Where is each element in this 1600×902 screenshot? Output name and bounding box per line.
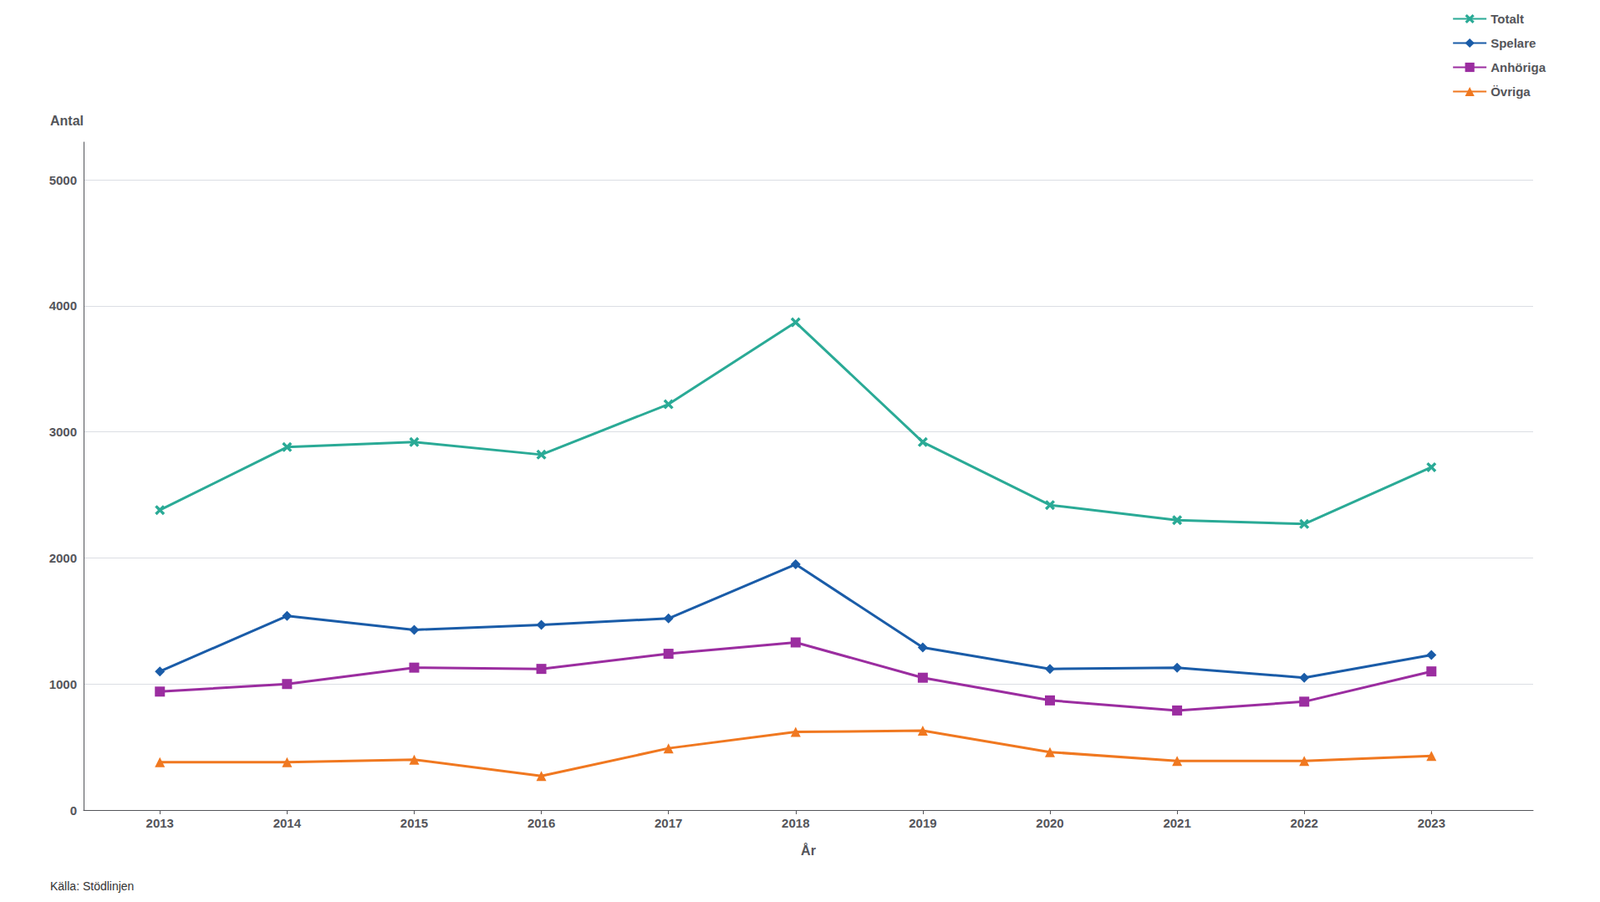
svg-text:2013: 2013 bbox=[146, 815, 174, 831]
svg-text:Källa: Stödlinjen: Källa: Stödlinjen bbox=[50, 879, 134, 893]
svg-text:5000: 5000 bbox=[49, 173, 77, 188]
svg-text:2021: 2021 bbox=[1162, 815, 1191, 831]
svg-text:2020: 2020 bbox=[1035, 815, 1064, 831]
svg-text:2016: 2016 bbox=[527, 815, 556, 831]
svg-text:0: 0 bbox=[70, 803, 77, 818]
svg-text:Övriga: Övriga bbox=[1490, 84, 1531, 99]
svg-text:1000: 1000 bbox=[49, 677, 77, 692]
svg-text:3000: 3000 bbox=[49, 424, 77, 439]
svg-text:Totalt: Totalt bbox=[1490, 11, 1524, 26]
svg-text:2022: 2022 bbox=[1290, 815, 1319, 831]
svg-text:2023: 2023 bbox=[1417, 815, 1446, 831]
svg-text:4000: 4000 bbox=[49, 298, 77, 313]
svg-text:2015: 2015 bbox=[400, 815, 429, 831]
svg-text:Anhöriga: Anhöriga bbox=[1490, 60, 1546, 75]
svg-text:Antal: Antal bbox=[50, 113, 84, 128]
svg-text:Spelare: Spelare bbox=[1490, 35, 1536, 51]
svg-text:År: År bbox=[800, 842, 816, 858]
svg-text:2000: 2000 bbox=[49, 550, 77, 566]
svg-text:2019: 2019 bbox=[908, 815, 937, 831]
svg-text:2018: 2018 bbox=[781, 815, 810, 831]
svg-text:2017: 2017 bbox=[654, 815, 683, 831]
svg-text:2014: 2014 bbox=[273, 815, 302, 831]
